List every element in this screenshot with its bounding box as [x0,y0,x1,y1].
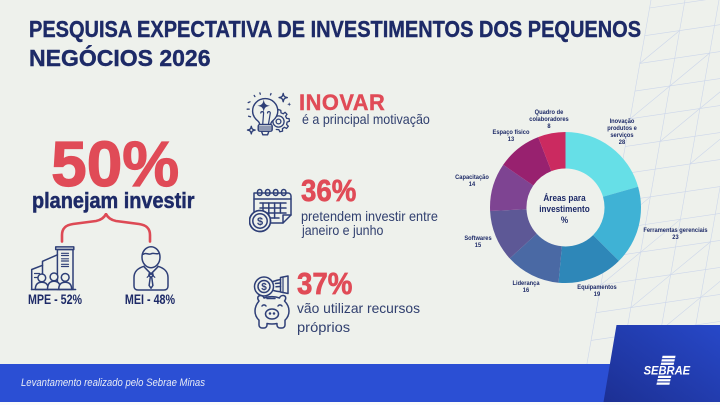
svg-text:$: $ [261,282,267,293]
svg-text:SEBRAE: SEBRAE [644,364,691,378]
svg-text:$: $ [257,216,263,228]
